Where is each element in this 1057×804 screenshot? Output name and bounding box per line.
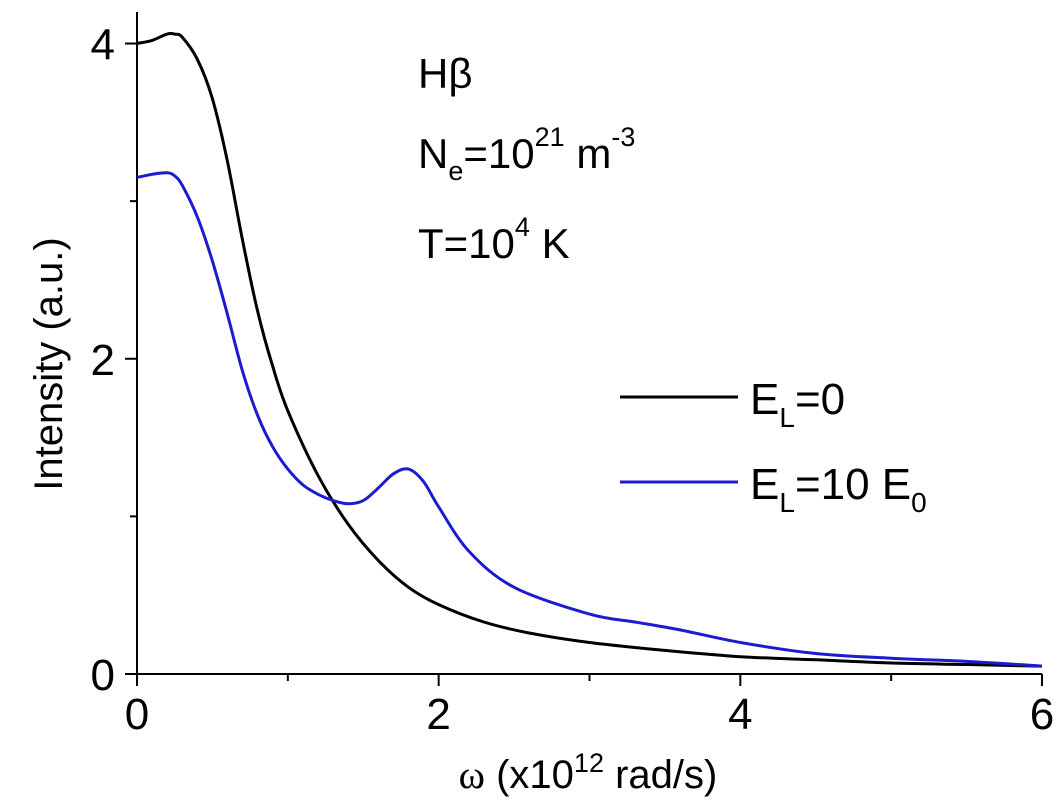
x-axis-title-exponent: 12	[574, 748, 604, 778]
annotation-line-temperature: T=104 K	[418, 212, 570, 267]
annotation-density-exponent: 21	[535, 122, 565, 152]
legend-label-series-1-subscript: L	[779, 402, 795, 433]
series-line-2	[136, 171, 1043, 668]
legend-label-series-2-symbol: E	[750, 460, 779, 509]
x-tick-label: 6	[1030, 690, 1054, 739]
annotation-species: Hβ	[418, 50, 473, 97]
annotation-line-density: Ne=1021 m-3	[418, 122, 635, 186]
annotation-density-value: =10	[463, 130, 534, 177]
axes: 0 2 4 6 0 2 4	[91, 12, 1054, 739]
annotation-line-species: Hβ	[418, 50, 473, 97]
legend: EL=0 EL=10 E0	[620, 375, 927, 518]
x-tick-label: 4	[728, 690, 752, 739]
y-tick-label: 2	[91, 336, 115, 385]
annotation-temperature-value: T=10	[418, 220, 515, 267]
x-tick-label: 2	[426, 690, 450, 739]
annotation-block: Hβ Ne=1021 m-3 T=104 K	[418, 50, 635, 267]
legend-label-series-1: EL=0	[750, 375, 845, 433]
annotation-temperature-exponent: 4	[515, 212, 530, 242]
series-line-1	[136, 31, 1043, 668]
x-tick-label: 0	[125, 690, 149, 739]
annotation-density-subscript: e	[448, 156, 463, 186]
x-axis-symbol: ω	[459, 752, 485, 797]
legend-label-series-2-subscript-2: 0	[911, 487, 927, 518]
y-tick-label: 4	[91, 21, 115, 70]
annotation-temperature-unit: K	[530, 220, 570, 267]
x-axis-title-unit: rad/s)	[604, 753, 717, 797]
annotation-density-unit: m	[565, 130, 612, 177]
curves	[136, 31, 1043, 668]
legend-label-series-2-value: =10 E	[795, 460, 911, 509]
legend-label-series-2-subscript: L	[779, 487, 795, 518]
y-tick-label: 0	[91, 651, 115, 700]
y-axis-title: Intensity (a.u.)	[27, 237, 71, 490]
legend-label-series-2: EL=10 E0	[750, 460, 927, 518]
legend-label-series-1-symbol: E	[750, 375, 779, 424]
annotation-density-unit-exponent: -3	[611, 122, 635, 152]
annotation-density-symbol: N	[418, 130, 448, 177]
x-axis-title-prefix: (x10	[485, 753, 574, 797]
x-axis-title: ω (x1012 rad/s)	[459, 748, 718, 797]
legend-label-series-1-value: =0	[795, 375, 845, 424]
